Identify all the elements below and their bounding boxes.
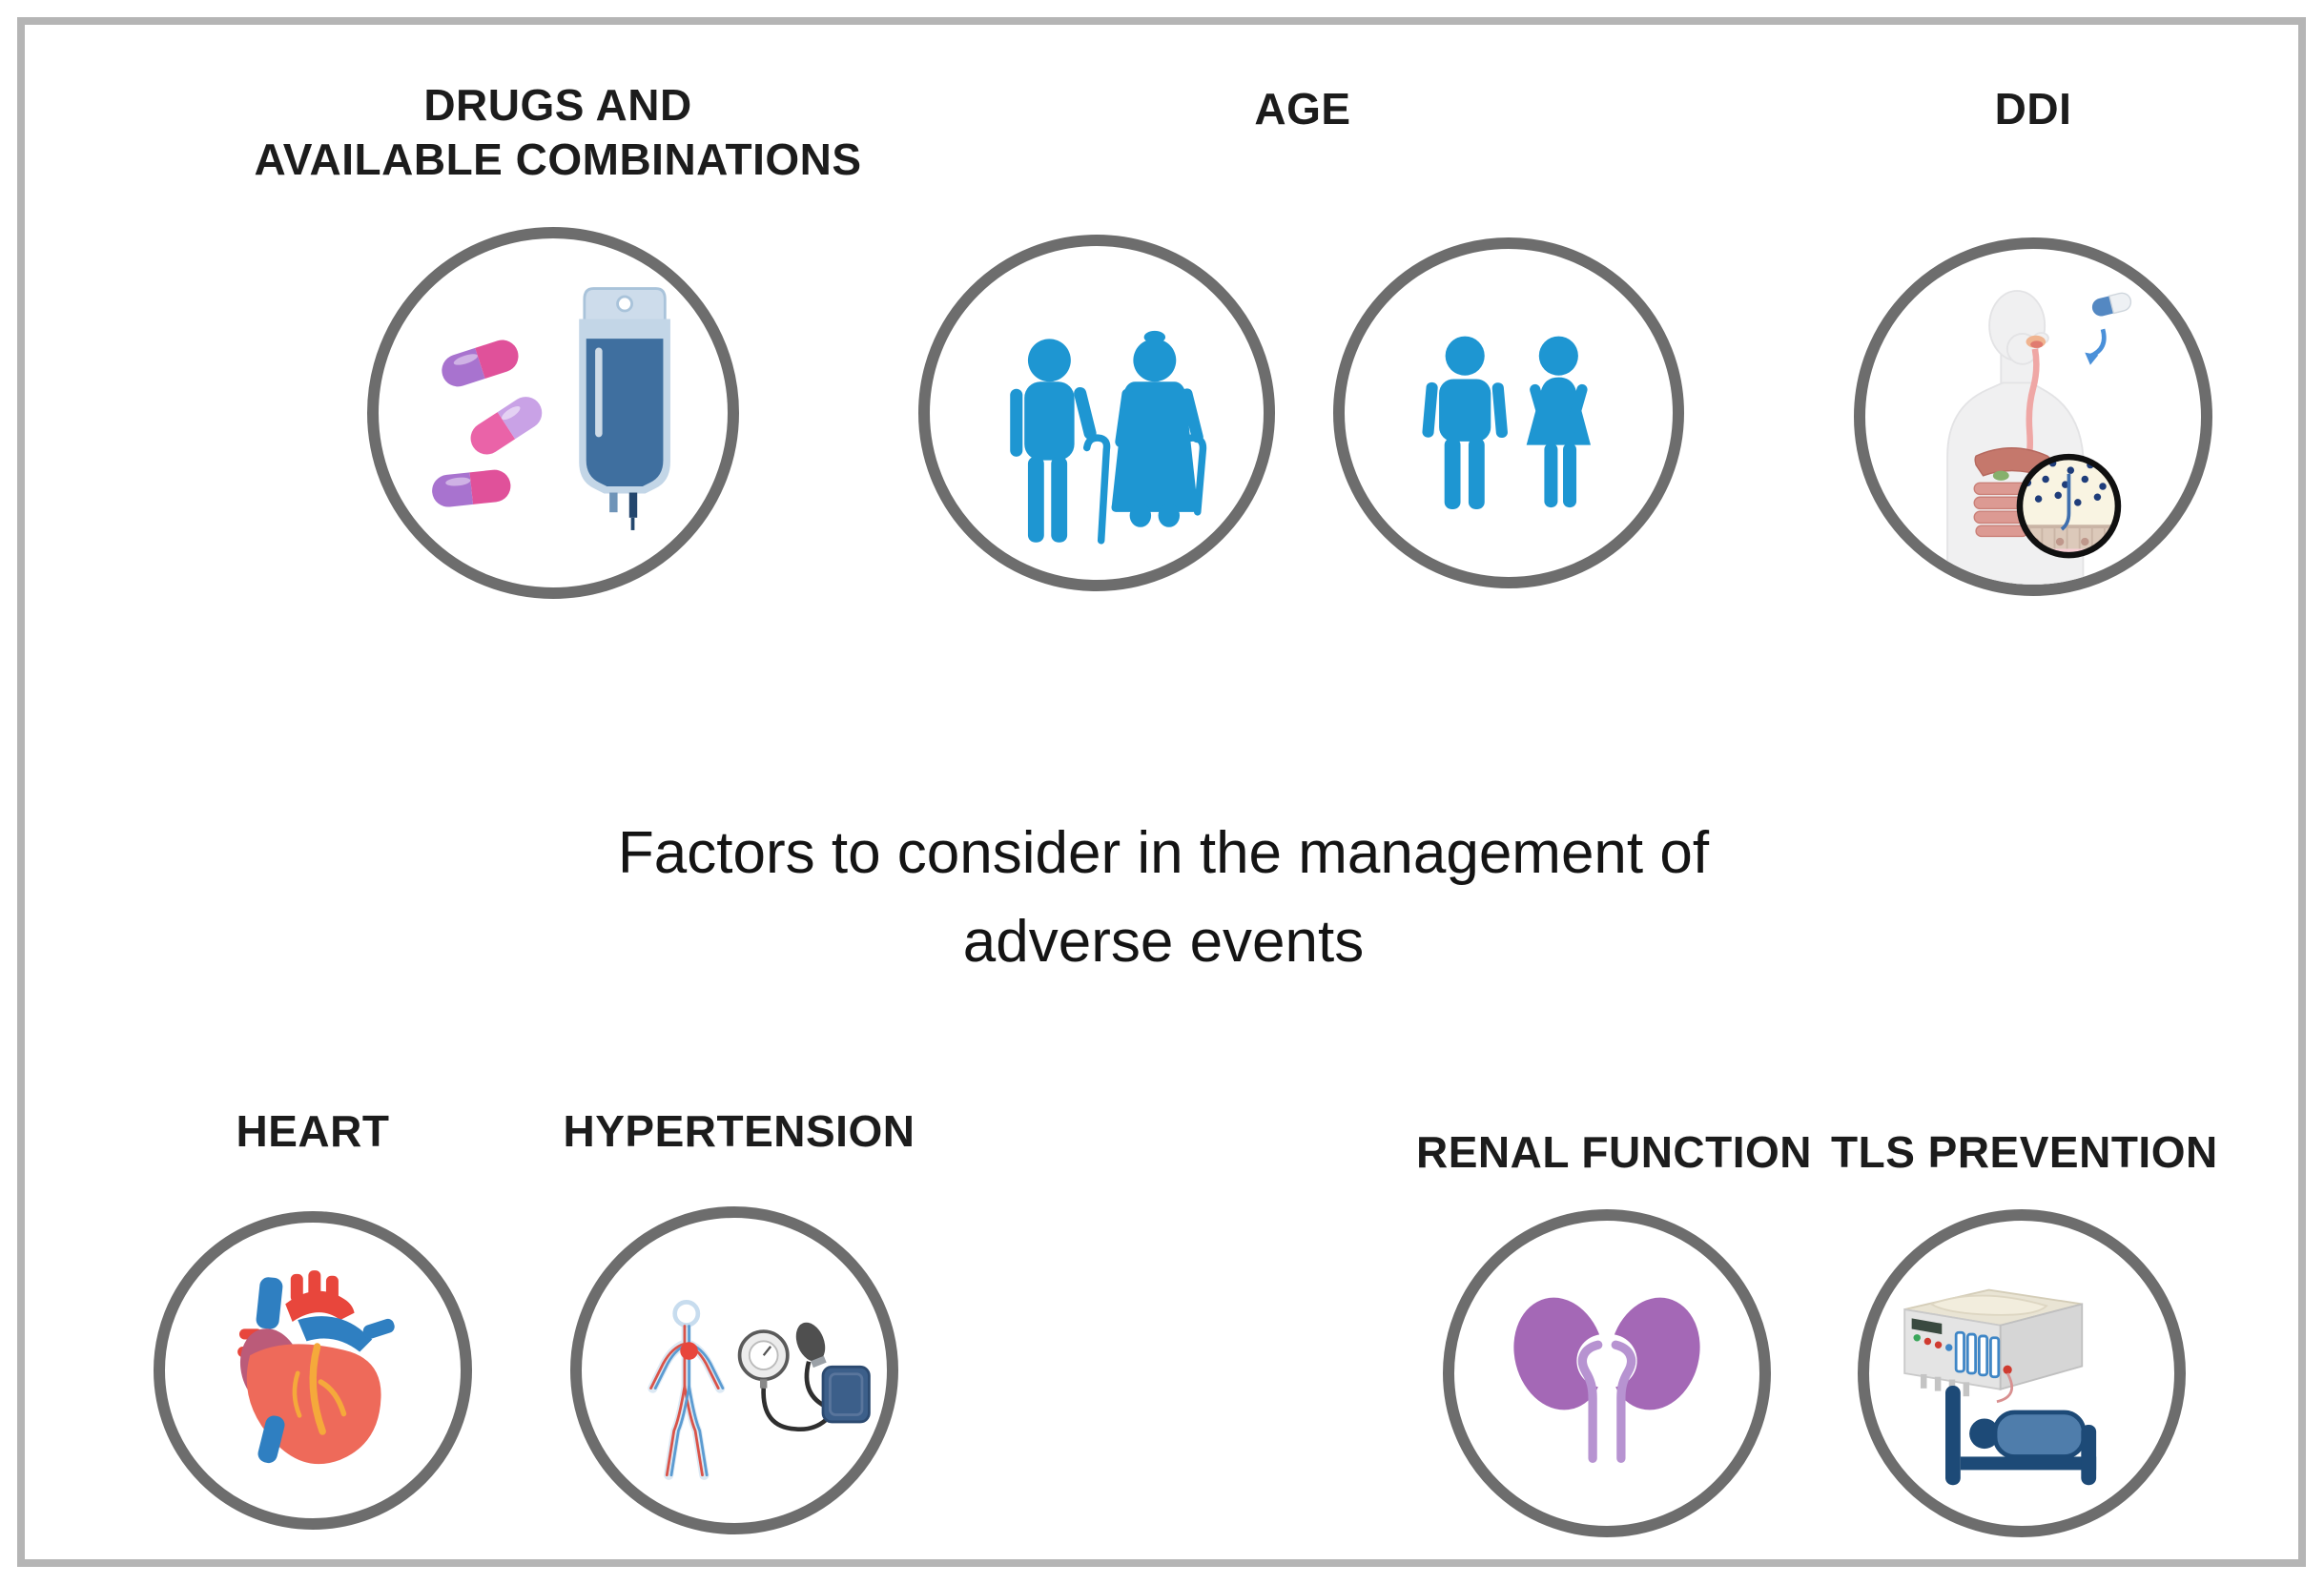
man-woman-icon xyxy=(1422,336,1591,509)
tls-prevention-label: TLS PREVENTION xyxy=(1831,1127,2218,1177)
ddi-circle xyxy=(1854,237,2212,596)
drugs-label-line1: DRUGS AND xyxy=(423,80,692,130)
ddi-label: DDI xyxy=(1994,84,2072,134)
hypertension-label: HYPERTENSION xyxy=(563,1106,915,1156)
figure-title-line2: adverse events xyxy=(962,909,1365,975)
iv-bag-icon xyxy=(579,287,670,530)
hospital-bed-icon xyxy=(1945,1386,2097,1486)
figure-title-line1: Factors to consider in the management of xyxy=(617,820,1710,886)
drugs-label: DRUGS AND AVAILABLE COMBINATIONS xyxy=(129,78,987,187)
anatomical-heart-icon xyxy=(237,1270,395,1465)
drugs-circle xyxy=(367,227,739,599)
renal-function-label: RENAL FUNCTION xyxy=(1416,1127,1813,1177)
drug-absorption-icon xyxy=(1946,290,2132,585)
tls-prevention-circle xyxy=(1858,1209,2186,1537)
drugs-label-line2: AVAILABLE COMBINATIONS xyxy=(254,134,862,184)
kidneys-icon xyxy=(1513,1297,1700,1463)
swallow-arrow-icon xyxy=(2088,328,2107,359)
vascular-body-icon xyxy=(648,1300,871,1480)
blood-pressure-monitor-icon xyxy=(737,1322,871,1431)
age-label: AGE xyxy=(1254,84,1351,134)
age-elderly-circle xyxy=(918,235,1275,591)
hypertension-circle xyxy=(570,1206,898,1534)
dialysis-machine-icon xyxy=(1903,1288,2097,1486)
heart-circle xyxy=(154,1211,472,1530)
renal-function-circle xyxy=(1443,1209,1771,1537)
pills-icon xyxy=(432,287,670,530)
pill-icon xyxy=(2091,292,2132,317)
heart-label: HEART xyxy=(236,1106,390,1156)
figure-title: Factors to consider in the management of… xyxy=(494,809,1833,986)
age-adults-circle xyxy=(1333,237,1684,588)
elderly-couple-icon xyxy=(1010,330,1207,545)
